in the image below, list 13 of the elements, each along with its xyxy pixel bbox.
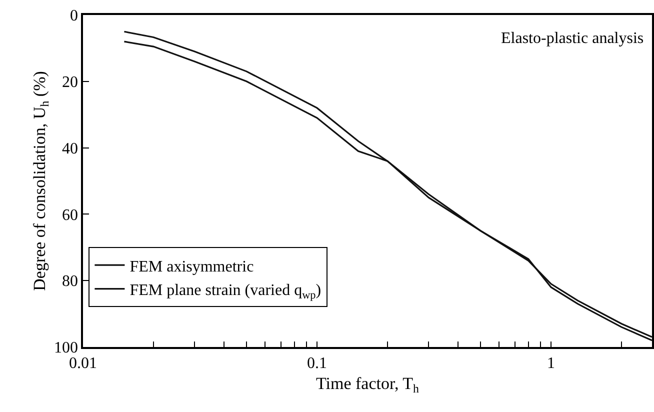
y-tick-label: 20 [62, 74, 78, 91]
y-tick-label: 60 [62, 206, 78, 224]
annotation: Elasto-plastic analysis [501, 30, 644, 47]
x-tick-label: 0.01 [69, 354, 97, 372]
y-tick-label: 40 [62, 140, 78, 158]
y-tick-label: 0 [70, 8, 78, 25]
legend-label: FEM plane strain (varied q$_{wp}$) [130, 282, 322, 302]
legend-label: FEM axisymmetric [130, 258, 254, 276]
x-axis-title: Time factor, T$_{h}$ [316, 374, 420, 396]
x-tick-label: 0.1 [307, 354, 328, 372]
x-tick-label: 1 [547, 354, 556, 372]
y-tick-label: 100 [54, 340, 78, 357]
y-tick-label: 80 [62, 273, 78, 290]
